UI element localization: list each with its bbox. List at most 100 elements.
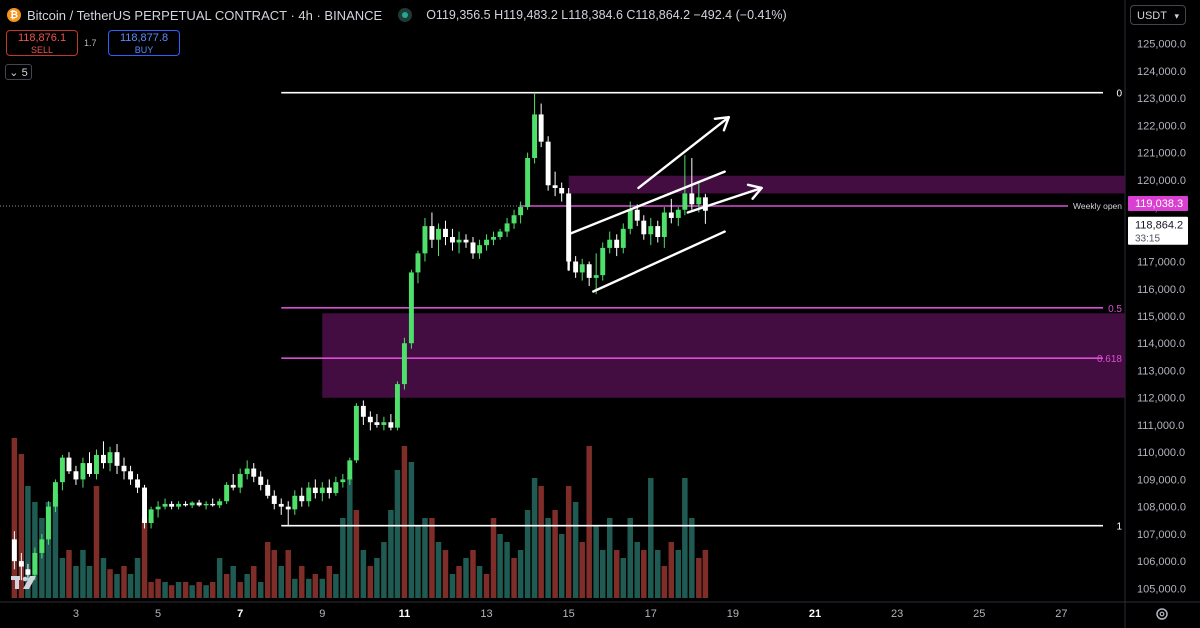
candle-body [450,237,455,243]
visibility-icon[interactable] [398,8,413,22]
candle-body [114,452,120,466]
volume-bar [558,534,565,598]
volume-bar [374,558,380,598]
volume-bar [285,550,291,598]
volume-bar [86,566,93,598]
volume-bar [45,502,52,598]
price-tick-label: 117,000.0 [1137,257,1185,269]
price-tick-label: 120,000.0 [1137,175,1186,187]
buy-label: BUY [134,45,154,55]
time-tick-label: 7 [237,608,243,620]
candle-body [299,495,305,502]
volume-bar [648,478,654,598]
volume-bar [545,518,551,598]
price-tick-label: 124,000.0 [1137,66,1186,78]
symbol-title[interactable]: Bitcoin / TetherUS PERPETUAL CONTRACT · … [27,7,383,23]
volume-bar [408,462,415,598]
candle-body [32,552,38,575]
volume-bar [312,574,319,598]
candle-body [511,215,517,224]
candle-body [333,482,339,494]
candle-body [285,506,291,510]
candle-body [169,503,175,507]
settings-gear-icon[interactable] [1156,608,1168,620]
candle-body [661,212,667,238]
candle-body [518,207,524,216]
candle-body [634,209,640,221]
volume-bar [93,486,100,598]
volume-bar [572,502,579,598]
candle-body [94,454,99,474]
candle-body [45,506,51,540]
buy-price: 118,877.8 [119,32,169,44]
zone-2 [568,175,1125,194]
sell-button[interactable]: 118,876.1 SELL [6,30,78,56]
volume-bar [141,518,148,598]
time-tick-label: 23 [891,608,903,620]
price-tick-label: 111,000.0 [1137,420,1184,432]
indicators-toggle[interactable]: ⌄ 5 [5,64,32,80]
candle-body [456,239,462,243]
tradingview-logo-icon [11,576,36,589]
price-tick-label: 105,000.0 [1137,583,1186,595]
candle-body [312,487,318,494]
volume-bar [702,550,709,598]
volume-bar [504,542,510,598]
candle-body [107,452,113,464]
candle-body [326,487,332,494]
candle-body [66,457,72,472]
volume-bar [401,446,408,598]
currency-select[interactable]: USDT ▾ [1130,5,1186,25]
indicators-count: 5 [21,67,28,79]
volume-bar [223,574,230,598]
price-tick-label: 116,000.0 [1137,284,1185,296]
channel-upper-line [567,170,726,236]
candle-body [142,487,147,524]
volume-bar [230,566,236,598]
price-tick-label: 107,000.0 [1137,529,1186,541]
candle-body [306,487,312,502]
time-tick-label: 3 [73,608,79,620]
volume-bar [25,486,31,598]
candle-body [689,193,695,205]
price-tick-label: 106,000.0 [1137,556,1186,568]
candle-body [196,502,202,506]
time-tick-label: 11 [399,608,411,620]
candle-body [292,495,298,510]
breakout-arrow [637,115,730,190]
volume-bar [586,446,592,598]
candle-body [484,239,490,246]
weekly-open-label: Weekly open [1073,201,1122,211]
candle-body [381,422,387,425]
volume-bar [347,478,353,598]
candle-body [367,416,373,423]
time-tick-label: 27 [1055,608,1067,620]
candle-body [80,463,86,480]
candle-body [319,487,325,494]
currency-select-value: USDT [1137,10,1167,22]
volume-bar [531,478,538,598]
time-tick-label: 5 [155,608,161,620]
candle-body [607,239,613,248]
volume-bar [121,566,127,598]
candle-body [579,264,585,273]
price-tick-label: 121,000.0 [1137,148,1186,160]
volume-bar [689,518,695,598]
candle-body [491,237,496,240]
candle-body [497,231,503,238]
candle-body [374,422,380,425]
candle-body [538,114,544,142]
candle-body [18,561,24,567]
volume-bar [565,486,572,598]
candle-body [183,503,189,506]
candle-body [443,228,448,238]
buy-button[interactable]: 118,877.8 BUY [108,30,180,56]
gear-hub [1159,611,1165,617]
candle-body [648,226,654,235]
volume-bar [668,542,675,598]
volume-bar [463,558,469,598]
price-tick-label: 125,000.0 [1137,39,1186,51]
price-tick-label: 110,000.0 [1137,447,1185,459]
candle-body [655,226,661,238]
